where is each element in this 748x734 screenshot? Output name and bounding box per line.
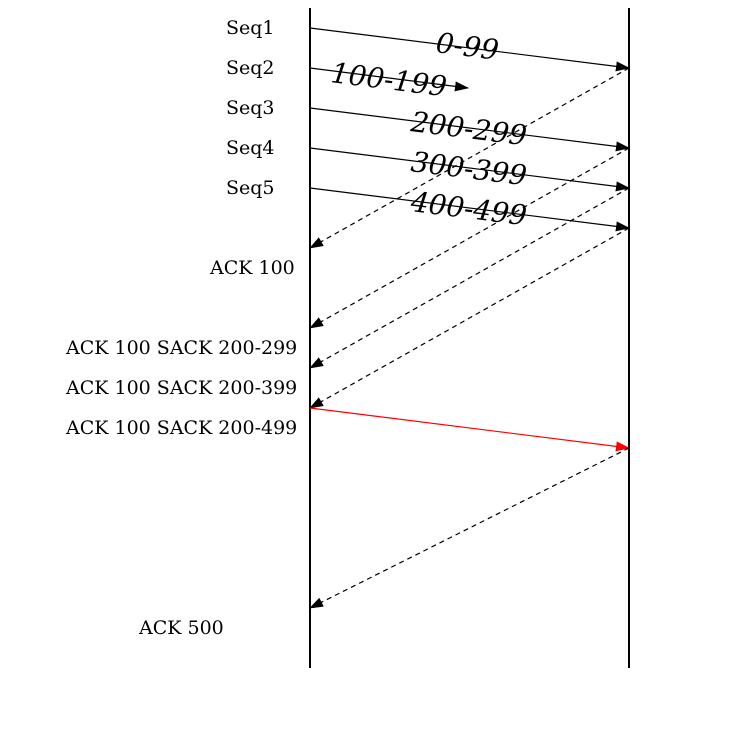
segment-arrow-seq5 (309, 187, 630, 232)
ack-arrow-3 (309, 187, 630, 369)
segment-label-4: 300-399 (409, 145, 529, 192)
ack-label-1: ACK 100 (209, 257, 295, 279)
seq-label-5: Seq5 (226, 177, 275, 199)
ack-label-5: ACK 500 (138, 617, 224, 639)
ack-arrow-4 (309, 227, 630, 409)
segment-label-5: 400-499 (408, 185, 529, 232)
segment-arrow-seq2-lost (309, 67, 469, 92)
seq-label-4: Seq4 (226, 137, 275, 159)
segment-arrow-seq1 (309, 27, 630, 72)
seq-label-1: Seq1 (226, 17, 275, 39)
segment-label-3: 200-299 (408, 105, 529, 152)
ack-label-2: ACK 100 SACK 200-299 (65, 337, 297, 359)
segment-label-1: 0-99 (434, 26, 501, 67)
segment-arrow-seq3 (309, 107, 630, 152)
ack-arrow-2 (309, 147, 630, 329)
ack-arrow-final (309, 447, 630, 609)
segment-label-2: 100-199 (329, 56, 449, 103)
retransmit-arrow (309, 407, 630, 452)
ack-arrow-1 (309, 67, 630, 249)
ack-label-3: ACK 100 SACK 200-399 (65, 377, 297, 399)
seq-label-2: Seq2 (226, 57, 275, 79)
segment-arrow-seq4 (309, 147, 630, 192)
seq-label-3: Seq3 (226, 97, 275, 119)
ack-label-4: ACK 100 SACK 200-499 (65, 417, 297, 439)
